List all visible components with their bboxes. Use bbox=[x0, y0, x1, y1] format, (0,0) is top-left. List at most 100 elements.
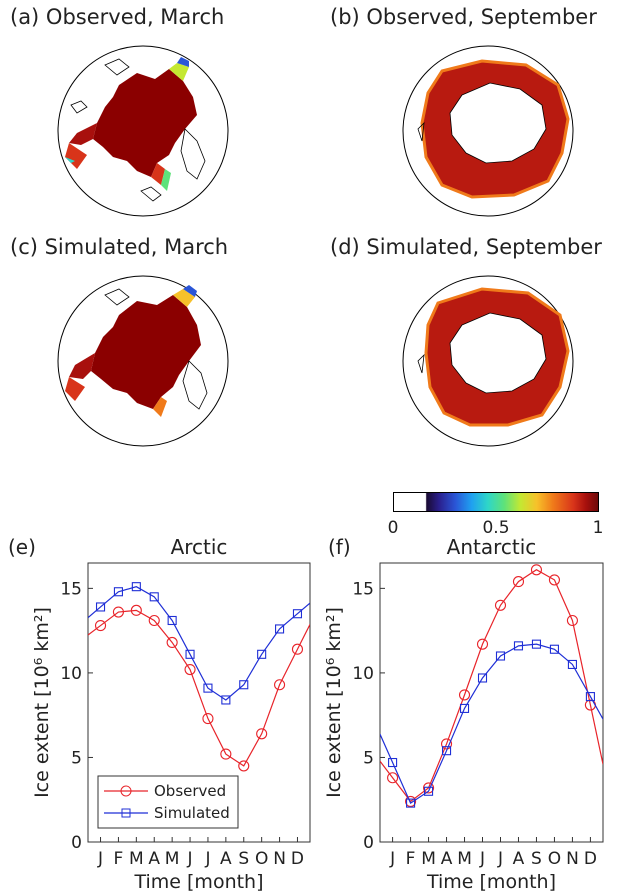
arctic-legend-simulated-label: Simulated bbox=[154, 804, 230, 822]
antarctic-observed-point bbox=[566, 614, 578, 627]
antarctic-observed-point bbox=[476, 638, 489, 650]
arctic-observed-point bbox=[256, 728, 268, 740]
arctic-ylabel: Ice extent [10⁶ km²] bbox=[31, 607, 53, 798]
antarctic-observed-point bbox=[440, 738, 453, 750]
antarctic-observed-point bbox=[458, 689, 471, 701]
arctic-xtick-5: J bbox=[187, 849, 193, 869]
arctic-simulated-point bbox=[275, 624, 285, 634]
arctic-legend-observed-label: Observed bbox=[154, 782, 226, 800]
panel-title-c: (c) Simulated, March bbox=[10, 235, 229, 259]
arctic-axes-box bbox=[87, 562, 311, 843]
arctic-simulated-point bbox=[131, 582, 141, 592]
arctic-legend-observed-marker bbox=[120, 785, 132, 797]
antarctic-simulated-point bbox=[495, 651, 506, 661]
arctic-observed-point bbox=[184, 663, 196, 676]
antarctic-xtick-1: F bbox=[406, 849, 416, 869]
arctic-simulated-point bbox=[221, 695, 231, 705]
arctic-ytick-5: 5 bbox=[71, 748, 82, 768]
arctic-xtick-7: A bbox=[220, 849, 232, 869]
arctic-simulated-point bbox=[113, 587, 123, 597]
antarctic-ytick-0: 0 bbox=[363, 833, 374, 853]
antarctic-simulated-point bbox=[567, 659, 577, 670]
arctic-legend-simulated-marker bbox=[121, 808, 131, 818]
antarctic-xtick-4: M bbox=[457, 849, 472, 869]
arctic-simulated-point bbox=[95, 602, 106, 612]
arctic-legend bbox=[97, 775, 239, 829]
antarctic-observed-point bbox=[512, 576, 525, 588]
arctic-simulated-point bbox=[203, 683, 213, 693]
arctic-observed-line bbox=[88, 609, 310, 767]
antarctic-xtick-5: J bbox=[479, 849, 485, 869]
antarctic-xlabel: Time [month] bbox=[426, 871, 556, 893]
arctic-title: Arctic bbox=[171, 535, 228, 559]
antarctic-panel-label: (f) bbox=[328, 535, 351, 559]
antarctic-observed-line bbox=[380, 569, 603, 803]
arctic-simulated-point bbox=[257, 649, 267, 659]
arctic-xtick-8: S bbox=[238, 849, 249, 869]
antarctic-simulated-point bbox=[441, 746, 452, 756]
arctic-xtick-6: J bbox=[204, 849, 210, 869]
antarctic-xtick-0: J bbox=[389, 849, 395, 869]
antarctic-observed-point bbox=[387, 772, 399, 784]
antarctic-simulated-point bbox=[424, 786, 434, 796]
antarctic-observed-point bbox=[530, 564, 543, 576]
antarctic-xtick-10: N bbox=[566, 849, 579, 869]
colorbar-tick-1: 1 bbox=[592, 518, 604, 538]
antarctic-simulated-point bbox=[531, 639, 542, 649]
antarctic-xtick-2: M bbox=[421, 849, 436, 869]
arctic-observed-point bbox=[238, 760, 250, 772]
antarctic-xtick-8: S bbox=[531, 849, 542, 869]
colorbar-tick-0: 0 bbox=[387, 518, 399, 538]
arctic-xtick-4: M bbox=[165, 849, 180, 869]
arctic-ytick-15: 15 bbox=[60, 579, 82, 599]
arctic-panel-label: (e) bbox=[8, 535, 36, 559]
arctic-ytick-0: 0 bbox=[71, 833, 82, 853]
antarctic-ytick-10: 10 bbox=[352, 664, 374, 684]
arctic-observed-point bbox=[202, 713, 214, 725]
antarctic-ylabel: Ice extent [10⁶ km²] bbox=[323, 607, 345, 798]
arctic-xtick-1: F bbox=[114, 849, 124, 869]
antarctic-simulated-point bbox=[459, 703, 470, 713]
arctic-simulated-point bbox=[185, 649, 195, 659]
antarctic-simulated-point bbox=[406, 798, 416, 808]
arctic-xtick-0: J bbox=[97, 849, 103, 869]
map-arctic-simulated bbox=[57, 275, 229, 447]
map-antarctic-simulated bbox=[402, 275, 574, 447]
antarctic-ytick-15: 15 bbox=[352, 579, 374, 599]
arctic-simulated-point bbox=[167, 615, 177, 626]
antarctic-xtick-6: J bbox=[497, 849, 503, 869]
antarctic-simulated-point bbox=[585, 692, 595, 702]
arctic-simulated-point bbox=[239, 680, 249, 690]
arctic-xtick-2: M bbox=[129, 849, 144, 869]
arctic-xtick-3: A bbox=[148, 849, 160, 869]
antarctic-xtick-7: A bbox=[513, 849, 525, 869]
antarctic-xtick-9: O bbox=[548, 849, 561, 869]
arctic-simulated-point bbox=[292, 609, 303, 619]
antarctic-xtick-11: D bbox=[584, 849, 597, 869]
arctic-observed-point bbox=[148, 614, 160, 627]
colorbar-tick-05: 0.5 bbox=[482, 518, 510, 538]
arctic-xtick-10: N bbox=[273, 849, 286, 869]
antarctic-observed-point bbox=[423, 782, 435, 794]
antarctic-simulated-point bbox=[513, 641, 524, 651]
colorbar bbox=[393, 492, 599, 512]
antarctic-simulated-line bbox=[380, 643, 603, 804]
antarctic-simulated-point bbox=[388, 757, 398, 768]
arctic-observed-point bbox=[94, 620, 107, 632]
arctic-xtick-9: O bbox=[255, 849, 268, 869]
panel-title-d: (d) Simulated, September bbox=[330, 235, 602, 259]
map-arctic-observed bbox=[57, 45, 229, 217]
arctic-observed-point bbox=[274, 679, 286, 691]
panel-title-b: (b) Observed, September bbox=[330, 5, 597, 29]
arctic-observed-point bbox=[291, 643, 304, 655]
antarctic-ytick-5: 5 bbox=[363, 748, 374, 768]
arctic-simulated-point bbox=[149, 592, 159, 602]
map-antarctic-observed bbox=[402, 45, 574, 217]
arctic-observed-point bbox=[130, 604, 142, 616]
arctic-observed-point bbox=[112, 606, 124, 618]
arctic-observed-point bbox=[166, 636, 178, 649]
arctic-xtick-11: D bbox=[291, 849, 304, 869]
antarctic-observed-point bbox=[494, 599, 507, 611]
